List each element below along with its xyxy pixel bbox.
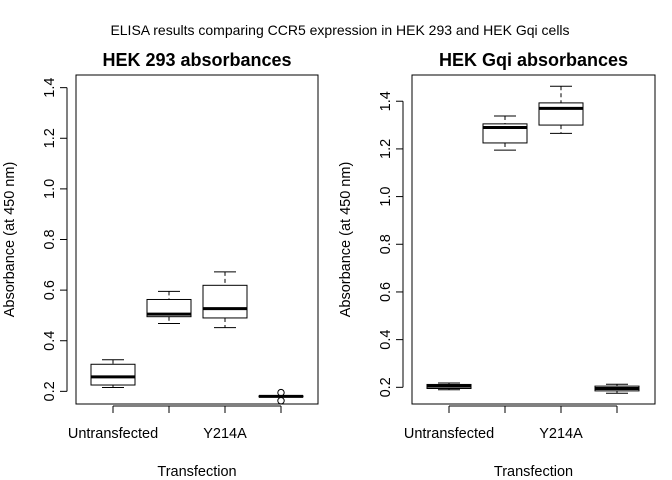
box-1 [90, 359, 136, 389]
y-tick-label: 0.4 [42, 331, 58, 351]
x-tick-label: Untransfected [404, 426, 494, 442]
chart-panels: HEK 293 absorbances 0.2 0.4 0.6 0.8 1.0 1.2 1.4… [2, 50, 656, 480]
y-tick-label: 0.2 [42, 381, 58, 401]
box-4 [594, 383, 640, 394]
y-tick-label: 1.4 [378, 91, 394, 111]
box-3 [538, 85, 584, 134]
chart-panel-1: HEK 293 absorbances 0.2 0.4 0.6 0.8 1.0 1.2 1.4… [2, 50, 319, 480]
plot-frame [411, 74, 656, 405]
box-1 [426, 382, 472, 391]
y-tick-label: 1.0 [378, 187, 394, 207]
y-tick-label: 0.8 [42, 229, 58, 249]
chart-panel-2: HEK Gqi absorbances 0.2 0.4 0.6 0.8 1.0 1.2 1.4… [338, 50, 656, 480]
y-tick-label: 1.0 [42, 179, 58, 199]
y-tick-label: 0.4 [378, 330, 394, 350]
iqr-box [202, 284, 248, 319]
box-2 [146, 290, 192, 325]
x-axis-label: Transfection [494, 464, 573, 480]
y-tick-label: 0.6 [378, 282, 394, 302]
outlier-point [277, 388, 285, 397]
plot-frame [75, 74, 319, 405]
y-axis-label: Absorbance (at 450 nm) [2, 162, 18, 318]
y-tick-label: 1.2 [42, 128, 58, 148]
panel-title: HEK Gqi absorbances [439, 50, 628, 70]
y-tick-label: 0.6 [42, 280, 58, 300]
figure-suptitle: ELISA results comparing CCR5 expression … [110, 22, 569, 38]
box-3 [202, 271, 248, 329]
iqr-box [146, 298, 192, 318]
x-tick-label: Y214A [539, 426, 583, 442]
y-tick-label: 1.4 [42, 78, 58, 98]
outlier-point [277, 397, 285, 405]
box-4 [258, 388, 304, 405]
iqr-box [538, 102, 584, 126]
box-2 [482, 115, 528, 151]
y-axis-label: Absorbance (at 450 nm) [338, 162, 354, 318]
y-tick-label: 1.2 [378, 139, 394, 159]
x-tick-label: Y214A [203, 426, 247, 442]
iqr-box [90, 363, 136, 386]
y-tick-label: 0.8 [378, 234, 394, 254]
x-tick-label: Untransfected [68, 426, 158, 442]
y-tick-label: 0.2 [378, 377, 394, 397]
panel-title: HEK 293 absorbances [102, 50, 291, 70]
x-axis-label: Transfection [157, 464, 236, 480]
